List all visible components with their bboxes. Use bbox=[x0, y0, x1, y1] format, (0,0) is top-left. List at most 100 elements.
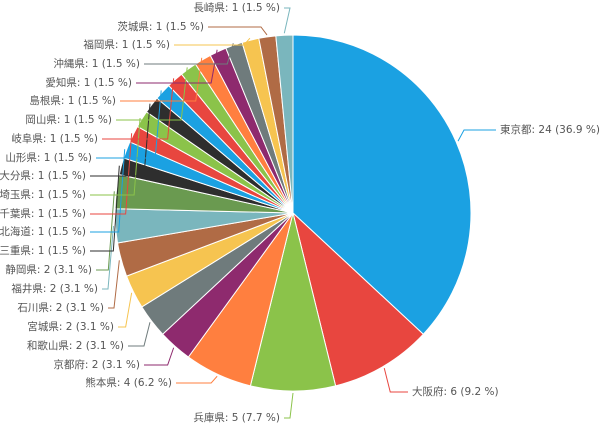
data-label: 宮城県: 2 (3.1 %) bbox=[27, 320, 114, 333]
data-label: 福井県: 2 (3.1 %) bbox=[11, 282, 98, 295]
category-label: 兵庫県 bbox=[193, 411, 225, 424]
data-label: 愛知県: 1 (1.5 %) bbox=[45, 76, 132, 89]
value-label: 2 (3.1 %) bbox=[92, 359, 140, 371]
leader-line bbox=[284, 392, 294, 419]
value-label: 1 (1.5 %) bbox=[38, 208, 86, 220]
leader-line bbox=[102, 78, 175, 140]
category-label: 沖縄県 bbox=[53, 57, 85, 70]
value-label: 1 (1.5 %) bbox=[44, 152, 92, 164]
data-label: 山形県: 1 (1.5 %) bbox=[5, 152, 92, 164]
leader-line bbox=[102, 225, 114, 290]
leader-line bbox=[90, 133, 133, 215]
category-label: 山形県 bbox=[5, 152, 37, 164]
value-label: 2 (3.1 %) bbox=[76, 340, 124, 352]
leader-line bbox=[128, 322, 151, 347]
value-label: 1 (1.5 %) bbox=[122, 39, 170, 51]
leader-line bbox=[118, 292, 133, 328]
leader-line bbox=[96, 90, 162, 159]
category-label: 島根県 bbox=[29, 94, 61, 107]
category-label: 岡山県 bbox=[25, 114, 57, 126]
data-label: 長崎県: 1 (1.5 %) bbox=[193, 1, 280, 14]
pie-slice bbox=[292, 211, 425, 387]
category-label: 岐阜県 bbox=[11, 132, 43, 145]
value-label: 1 (1.5 %) bbox=[38, 189, 86, 201]
leader-line bbox=[136, 49, 218, 84]
category-label: 三重県 bbox=[0, 244, 31, 257]
data-label: 福岡県: 1 (1.5 %) bbox=[83, 38, 170, 51]
data-label: 兵庫県: 5 (7.7 %) bbox=[193, 411, 280, 424]
category-label: 静岡県 bbox=[5, 263, 37, 276]
pie-slice bbox=[292, 34, 472, 335]
leader-line bbox=[96, 191, 115, 271]
value-label: 1 (1.5 %) bbox=[232, 2, 280, 14]
category-label: 大阪府 bbox=[412, 385, 444, 398]
category-label: 宮城県 bbox=[27, 320, 59, 333]
leader-line bbox=[144, 43, 234, 65]
value-label: 1 (1.5 %) bbox=[38, 245, 86, 257]
data-label: 三重県: 1 (1.5 %) bbox=[0, 244, 86, 257]
category-label: 石川県 bbox=[17, 302, 49, 314]
leader-line bbox=[208, 26, 268, 36]
data-label: 大分県: 1 (1.5 %) bbox=[0, 169, 86, 182]
value-label: 2 (3.1 %) bbox=[50, 283, 98, 295]
value-label: 1 (1.5 %) bbox=[68, 95, 116, 107]
category-label: 熊本県 bbox=[85, 376, 117, 389]
value-label: 4 (6.2 %) bbox=[124, 377, 172, 389]
value-label: 2 (3.1 %) bbox=[44, 264, 92, 276]
data-label: 岡山県: 1 (1.5 %) bbox=[25, 114, 112, 126]
data-label: 北海道: 1 (1.5 %) bbox=[0, 225, 86, 238]
leader-line bbox=[283, 7, 291, 34]
category-label: 千葉県 bbox=[0, 207, 31, 220]
pie-slice bbox=[275, 34, 294, 214]
leader-line bbox=[457, 129, 496, 142]
data-label: 東京都: 24 (36.9 %) bbox=[500, 123, 600, 136]
value-label: 1 (1.5 %) bbox=[92, 58, 140, 70]
category-label: 北海道 bbox=[0, 225, 31, 238]
category-label: 東京都 bbox=[500, 123, 532, 136]
data-label: 京都府: 2 (3.1 %) bbox=[53, 358, 140, 371]
category-label: 和歌山県 bbox=[27, 339, 69, 352]
leader-line bbox=[174, 37, 251, 46]
data-label: 静岡県: 2 (3.1 %) bbox=[5, 263, 92, 276]
value-label: 2 (3.1 %) bbox=[66, 321, 114, 333]
value-label: 2 (3.1 %) bbox=[56, 302, 104, 314]
data-label: 岐阜県: 1 (1.5 %) bbox=[11, 132, 98, 145]
value-label: 1 (1.5 %) bbox=[64, 114, 112, 126]
value-label: 24 (36.9 %) bbox=[538, 124, 600, 136]
data-label: 大阪府: 6 (9.2 %) bbox=[412, 385, 499, 398]
data-label: 沖縄県: 1 (1.5 %) bbox=[53, 57, 140, 70]
data-label: 千葉県: 1 (1.5 %) bbox=[0, 207, 86, 220]
value-label: 6 (9.2 %) bbox=[450, 386, 498, 398]
data-label: 茨城県: 1 (1.5 %) bbox=[117, 20, 204, 33]
value-label: 1 (1.5 %) bbox=[38, 226, 86, 238]
leader-line bbox=[90, 149, 126, 233]
category-label: 長崎県 bbox=[193, 1, 225, 14]
leader-line bbox=[116, 67, 188, 121]
value-label: 1 (1.5 %) bbox=[38, 170, 86, 182]
category-label: 京都府 bbox=[53, 358, 85, 371]
leader-line bbox=[383, 368, 408, 393]
value-label: 1 (1.5 %) bbox=[84, 77, 132, 89]
leader-line bbox=[90, 165, 120, 252]
data-label: 埼玉県: 1 (1.5 %) bbox=[0, 188, 86, 201]
category-label: 茨城県 bbox=[117, 20, 149, 33]
category-label: 福井県 bbox=[11, 282, 43, 295]
data-label: 和歌山県: 2 (3.1 %) bbox=[27, 339, 124, 352]
value-label: 1 (1.5 %) bbox=[50, 133, 98, 145]
data-label: 石川県: 2 (3.1 %) bbox=[17, 302, 104, 314]
leader-line bbox=[120, 57, 203, 102]
category-label: 埼玉県 bbox=[0, 188, 31, 201]
leader-line bbox=[144, 347, 175, 366]
data-label: 熊本県: 4 (6.2 %) bbox=[85, 376, 172, 389]
value-label: 1 (1.5 %) bbox=[156, 21, 204, 33]
category-label: 福岡県 bbox=[83, 38, 115, 51]
category-label: 大分県 bbox=[0, 169, 31, 182]
data-label: 島根県: 1 (1.5 %) bbox=[29, 94, 116, 107]
leader-line bbox=[176, 375, 218, 384]
leader-line bbox=[90, 103, 151, 177]
leader-line bbox=[90, 117, 141, 196]
category-label: 愛知県 bbox=[45, 76, 77, 89]
leader-line bbox=[108, 260, 120, 309]
value-label: 5 (7.7 %) bbox=[232, 412, 280, 424]
